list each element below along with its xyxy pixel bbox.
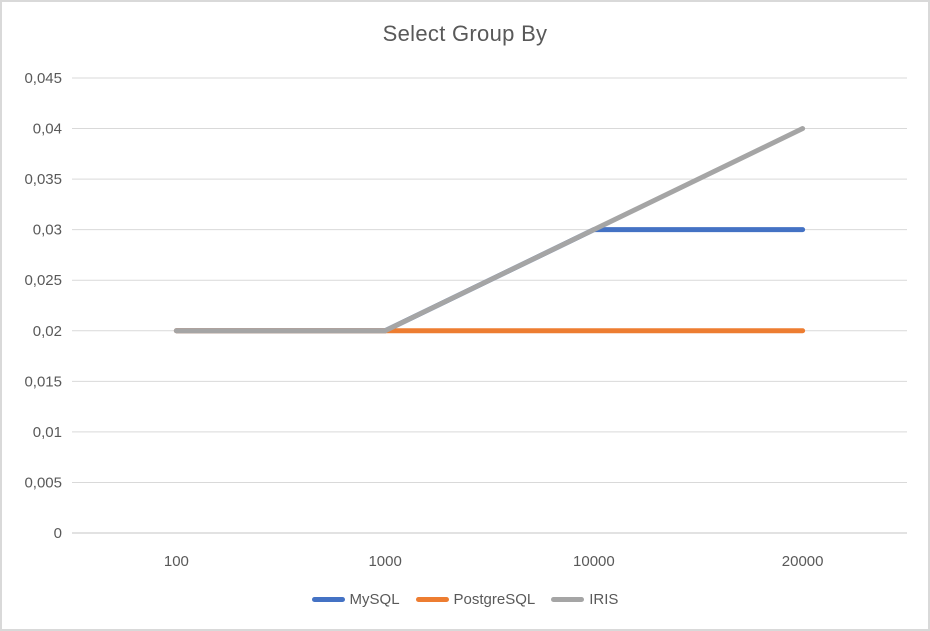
y-axis-tick-label: 0,015 [24, 373, 62, 390]
x-axis-tick-label: 100 [164, 553, 189, 570]
legend-label: MySQL [349, 591, 400, 608]
series-line-iris [173, 126, 806, 334]
y-axis-tick-label: 0,045 [24, 70, 62, 87]
legend-label: PostgreSQL [453, 591, 536, 608]
x-axis-tick-label: 10000 [573, 553, 615, 570]
chart-title: Select Group By [382, 21, 548, 46]
legend-marker-postgresql [415, 597, 449, 602]
y-axis-tick-label: 0 [54, 525, 62, 542]
legend-item-mysql: MySQL [311, 591, 400, 608]
legend-label: IRIS [589, 591, 619, 608]
y-axis-tick-label: 0,025 [24, 272, 62, 289]
legend: MySQL PostgreSQL IRIS [0, 591, 930, 608]
y-axis-tick-label: 0,03 [33, 222, 62, 239]
x-axis-tick-label: 20000 [782, 553, 824, 570]
y-axis-tick-label: 0,005 [24, 474, 62, 491]
y-axis-tick-label: 0,02 [33, 323, 62, 340]
x-axis-tick-label: 1000 [368, 553, 401, 570]
y-axis-tick-label: 0,04 [33, 121, 62, 138]
y-axis-tick-label: 0,01 [33, 424, 62, 441]
legend-item-iris: IRIS [551, 591, 618, 608]
y-axis-tick-label: 0,035 [24, 171, 62, 188]
legend-item-postgresql: PostgreSQL [415, 591, 536, 608]
legend-marker-iris [551, 597, 585, 602]
legend-marker-mysql [311, 597, 345, 602]
